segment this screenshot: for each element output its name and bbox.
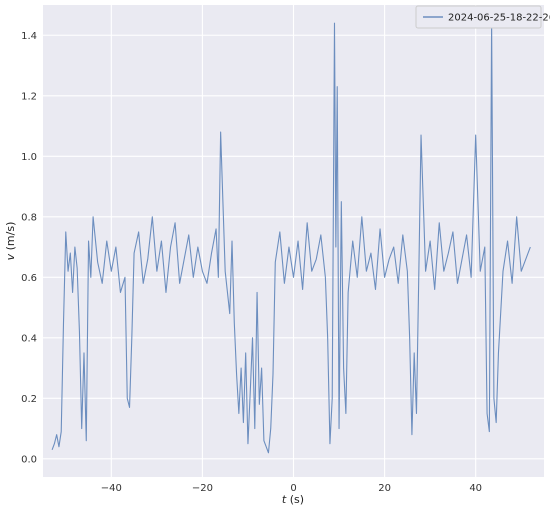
x-tick-labels: −40 −20 0 20 40 [101, 483, 482, 494]
legend-label: 2024-06-25-18-22-26 [448, 13, 550, 24]
y-axis-label-unit: (m/s) [4, 222, 17, 254]
y-tick-label: 0.4 [21, 333, 37, 344]
x-axis-label-var: t [282, 493, 287, 506]
legend: 2024-06-25-18-22-26 [415, 5, 550, 29]
x-tick-label: −20 [192, 483, 213, 494]
x-axis-label: t (s) [282, 493, 304, 506]
y-axis-label-var: v [4, 253, 17, 260]
y-tick-label: 1.0 [21, 152, 37, 163]
y-tick-label: 0.2 [21, 394, 37, 405]
series-layer [51, 22, 531, 454]
y-tick-label: 0.6 [21, 273, 37, 284]
x-tick-label: 20 [378, 483, 391, 494]
x-tick-label: 0 [290, 483, 296, 494]
legend-box [415, 5, 542, 29]
y-tick-label: 0.0 [21, 454, 37, 465]
y-axis-label: v (m/s) [4, 222, 17, 261]
y-tick-label: 0.8 [21, 212, 37, 223]
x-axis-label-unit: (s) [286, 493, 304, 506]
x-tick-label: −40 [101, 483, 122, 494]
y-tick-label: 1.2 [21, 91, 37, 102]
x-tick-label: 40 [469, 483, 482, 494]
y-tick-label: 1.4 [21, 31, 37, 42]
series-line-0 [51, 22, 531, 454]
y-tick-labels: 0.0 0.2 0.4 0.6 0.8 1.0 1.2 1.4 [21, 31, 37, 466]
